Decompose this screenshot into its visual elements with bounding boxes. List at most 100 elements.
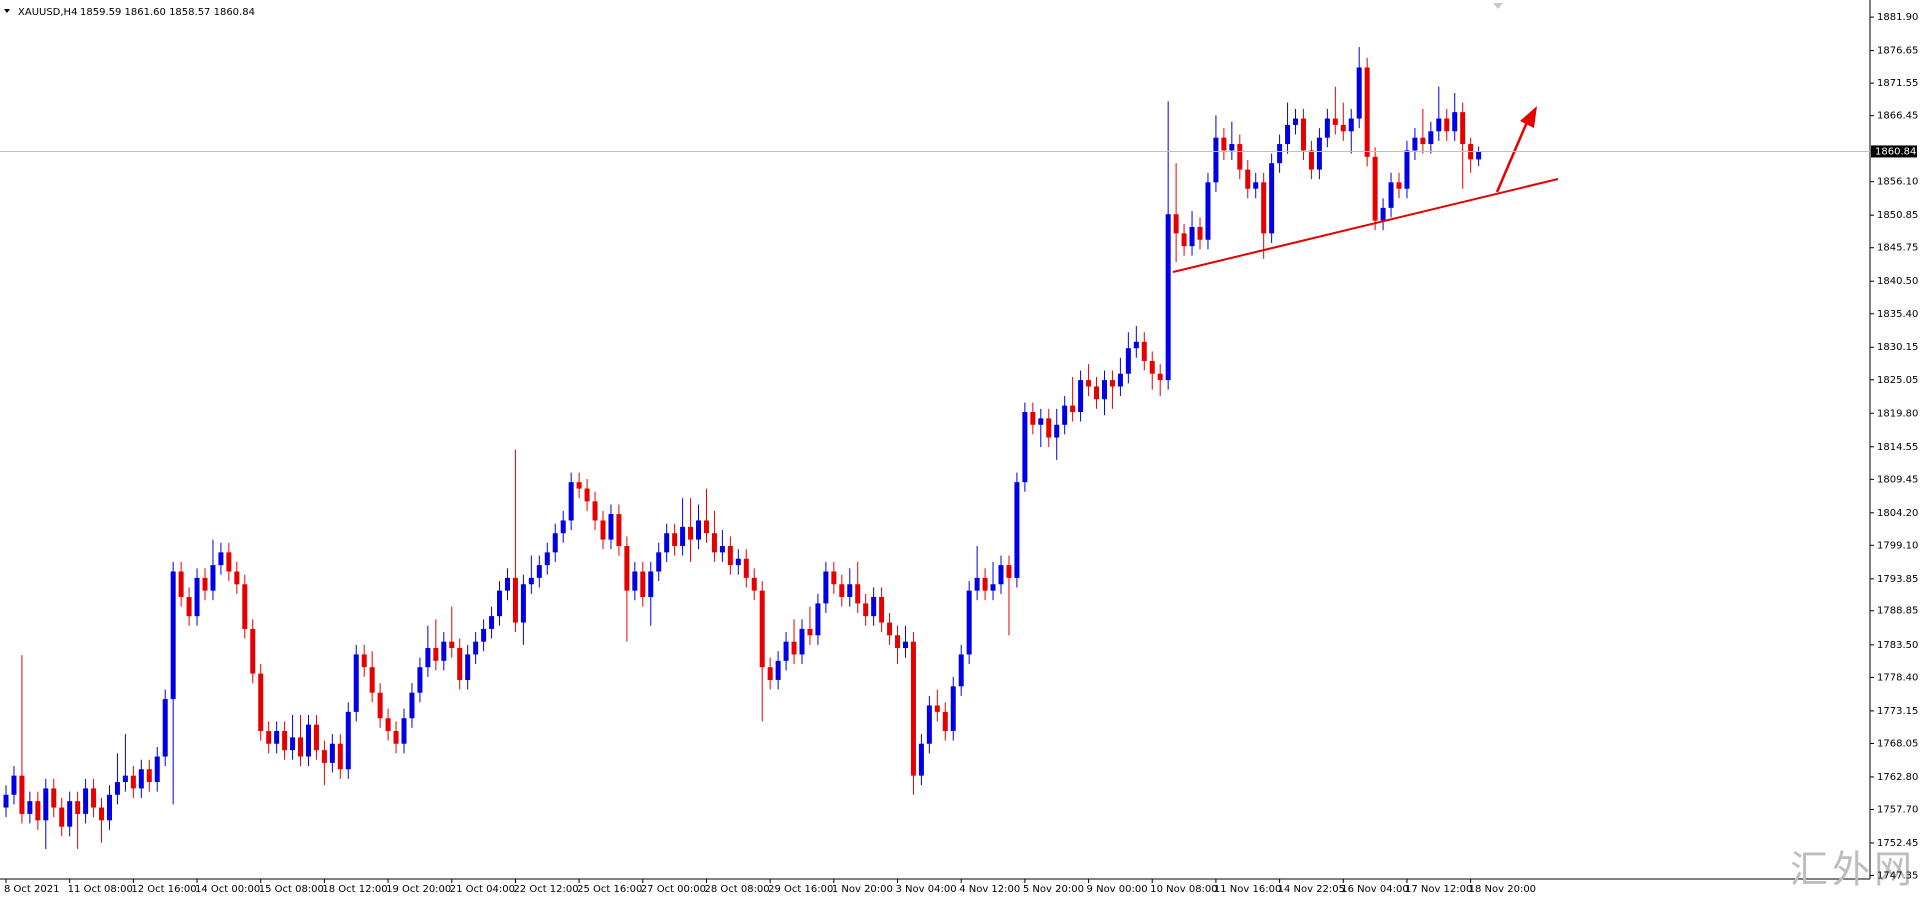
candle-body	[743, 558, 749, 578]
candle-body	[942, 711, 948, 731]
candle-body	[274, 730, 280, 744]
candle-body	[1229, 144, 1235, 151]
y-tick-label: 1757.70	[1877, 804, 1918, 815]
candle-body	[902, 641, 908, 649]
candle-body	[1046, 418, 1052, 438]
candle-body	[640, 571, 646, 598]
candle-body	[775, 660, 781, 680]
x-tick-label: 29 Oct 16:00	[768, 884, 833, 895]
candle-body	[1277, 144, 1283, 164]
candle-body	[83, 788, 89, 814]
candle-body	[703, 520, 709, 534]
candle-body	[1181, 233, 1187, 247]
candle-body	[1332, 118, 1338, 125]
candle-body	[536, 565, 542, 578]
candle-body	[592, 501, 598, 521]
candle-body	[1117, 373, 1123, 387]
candle-body	[1078, 380, 1084, 413]
candle-body	[1452, 112, 1458, 132]
candle-body	[67, 801, 73, 827]
candle-body	[504, 577, 510, 591]
candle-body	[75, 801, 81, 814]
candle-body	[417, 667, 423, 693]
y-tick-label: 1793.85	[1877, 574, 1918, 585]
candle-body	[1173, 214, 1179, 234]
candle-body	[926, 705, 932, 744]
y-tick-label: 1783.50	[1877, 640, 1918, 651]
y-tick-label: 1825.05	[1877, 375, 1918, 386]
x-tick-label: 1 Nov 20:00	[832, 884, 893, 895]
candle-body	[751, 577, 757, 591]
candle-body	[1038, 418, 1044, 425]
candle-body	[43, 788, 49, 821]
x-tick-label: 18 Oct 12:00	[322, 884, 387, 895]
candle-body	[210, 565, 216, 591]
y-tick-label: 1768.05	[1877, 738, 1918, 749]
candle-body	[552, 533, 558, 553]
candle-body	[425, 648, 431, 668]
candle-body	[1245, 169, 1251, 189]
candle-body	[735, 558, 741, 566]
candle-body	[672, 533, 678, 546]
candle-body	[1269, 163, 1275, 234]
x-tick-label: 15 Oct 08:00	[259, 884, 324, 895]
candle-body	[242, 584, 248, 629]
candle-body	[449, 641, 455, 649]
candle-body	[711, 533, 717, 553]
candle-body	[990, 584, 996, 591]
candle-body	[1404, 150, 1410, 189]
candle-body	[1253, 182, 1259, 189]
candle-body	[1141, 341, 1147, 361]
candle-body	[855, 584, 861, 604]
candle-body	[847, 584, 853, 598]
candle-body	[170, 571, 176, 700]
candle-body	[998, 565, 1004, 585]
candle-body	[313, 724, 319, 751]
candle-body	[544, 552, 550, 566]
y-tick-label: 1752.45	[1877, 838, 1918, 849]
candle-body	[1308, 150, 1314, 170]
candle-body	[512, 577, 518, 623]
candle-body	[879, 597, 885, 623]
candle-body	[958, 654, 964, 687]
candle-body	[1165, 214, 1171, 381]
x-tick-label: 14 Oct 00:00	[195, 884, 260, 895]
current-price-box	[1871, 145, 1917, 158]
x-tick-label: 21 Oct 04:00	[450, 884, 515, 895]
x-tick-label: 14 Nov 22:05	[1278, 884, 1345, 895]
watermark: 汇外网	[1790, 848, 1916, 892]
candle-body	[576, 482, 582, 489]
y-tick-label: 1747.35	[1877, 870, 1918, 881]
candle-body	[1412, 137, 1418, 151]
candle-body	[1476, 151, 1482, 160]
candle-body	[656, 552, 662, 572]
candle-body	[337, 743, 343, 770]
plot	[3, 47, 1482, 850]
y-tick-label: 1871.55	[1877, 78, 1918, 89]
candle-body	[807, 628, 813, 636]
candle-body	[1070, 405, 1076, 413]
candle-body	[321, 750, 327, 763]
candle-body	[186, 597, 192, 617]
candle-body	[99, 807, 105, 821]
candle-body	[282, 730, 288, 751]
candle-body	[1285, 124, 1291, 145]
candle-body	[1293, 118, 1299, 125]
candle-body	[1420, 137, 1426, 145]
trend-line	[1172, 178, 1559, 273]
candle-body	[1316, 137, 1322, 170]
shift-marker	[1493, 3, 1503, 9]
candle-body	[1340, 124, 1346, 132]
candle-body	[1324, 118, 1330, 138]
candle-body	[433, 648, 439, 661]
y-tick-label: 1819.80	[1877, 408, 1918, 419]
y-tick-label: 1814.55	[1877, 442, 1918, 453]
arrow-shaft	[1495, 121, 1529, 193]
x-tick-label: 16 Nov 04:00	[1341, 884, 1408, 895]
candle-body	[218, 552, 224, 566]
candle-body	[35, 801, 41, 821]
candle-body	[839, 584, 845, 598]
ohlc-readout: 1859.59 1861.60 1858.57 1860.84	[80, 7, 255, 18]
y-tick-label: 1850.85	[1877, 210, 1918, 221]
